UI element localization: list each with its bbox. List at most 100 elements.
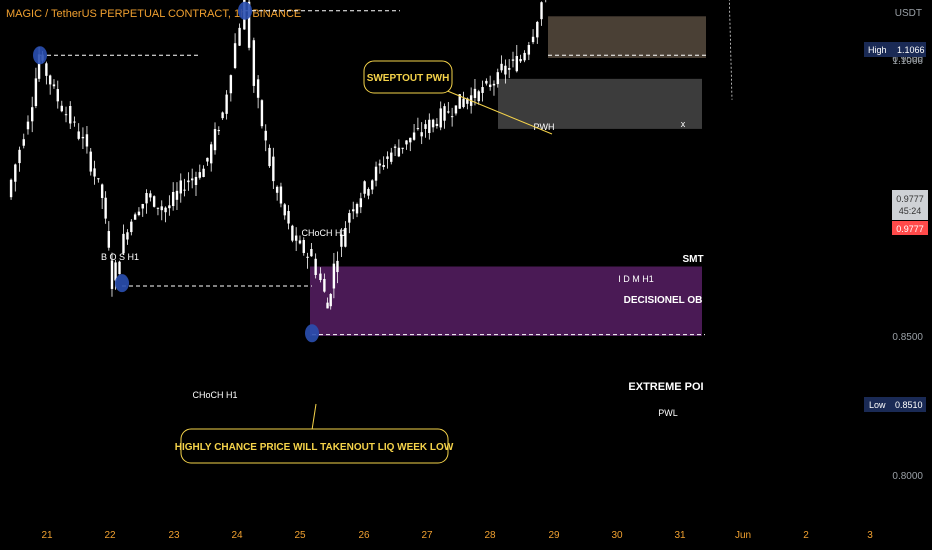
annotation-label-3: CHoCH H1 (192, 390, 237, 400)
zones-layer (310, 16, 706, 336)
candle-body-5 (26, 121, 30, 130)
candle-body-58 (229, 75, 233, 94)
levels-layer (33, 0, 733, 343)
high-badge-value: 1.1066 (897, 45, 925, 55)
candle-body-55 (217, 130, 221, 132)
candle-body-3 (18, 149, 21, 164)
candle-body-91 (359, 198, 363, 208)
candle-body-138 (540, 2, 543, 20)
candle-body-64 (256, 79, 260, 98)
candle-body-71 (283, 204, 286, 216)
candle-body-45 (179, 180, 182, 194)
high-badge-label: High (868, 45, 887, 55)
candle-body-40 (160, 206, 163, 211)
candle-body-48 (190, 178, 194, 181)
x-tick-24: 24 (231, 530, 243, 541)
candle-body-76 (302, 240, 305, 253)
liq-pointer-line (311, 403, 317, 431)
candle-body-74 (294, 235, 298, 241)
x-tick-21: 21 (41, 530, 53, 541)
candle-body-31 (126, 232, 129, 240)
low-badge-label: Low (869, 400, 886, 410)
candle-body-52 (206, 157, 209, 162)
candle-body-102 (401, 147, 404, 149)
candle-body-111 (435, 123, 439, 126)
candle-body-116 (454, 105, 458, 114)
candle-body-109 (428, 119, 431, 134)
candle-body-35 (141, 203, 144, 209)
candle-body-32 (130, 221, 133, 233)
x-tick-25: 25 (294, 530, 306, 541)
candle-body-83 (329, 294, 332, 307)
sweptout-callout-text: SWEPTOUT PWH (367, 73, 450, 84)
candles-layer (9, 0, 547, 310)
candle-body-68 (272, 156, 275, 182)
candle-body-80 (319, 273, 322, 281)
candle-body-54 (213, 129, 217, 151)
candle-body-75 (298, 240, 302, 244)
candle-body-11 (48, 75, 52, 85)
candle-body-119 (466, 98, 469, 104)
candle-body-110 (431, 119, 435, 128)
candle-body-137 (536, 21, 539, 38)
candle-body-17 (73, 121, 76, 123)
candle-body-88 (348, 213, 351, 223)
candle-body-96 (378, 163, 382, 166)
swing-point-marker-4 (305, 324, 319, 343)
candle-body-65 (260, 100, 264, 127)
sweptout-callout-box (363, 60, 453, 94)
projection-path (728, 0, 733, 100)
candle-body-122 (477, 91, 480, 102)
candle-body-37 (149, 193, 152, 198)
candle-body-53 (210, 144, 213, 164)
candle-body-46 (183, 189, 186, 191)
candle-body-103 (405, 140, 408, 145)
low-badge-value: 0.8510 (895, 400, 923, 410)
candle-body-117 (458, 94, 461, 109)
candle-body-105 (412, 132, 416, 140)
swing-point-marker-3 (115, 274, 129, 293)
last-price-red-badge (892, 221, 928, 235)
x-tick-23: 23 (168, 530, 180, 541)
x-tick-29: 29 (548, 530, 560, 541)
candle-body-113 (443, 106, 446, 121)
candle-body-2 (14, 164, 17, 182)
candle-body-94 (371, 180, 374, 190)
extreme-poi-zone (310, 266, 702, 336)
high-badge (864, 42, 926, 57)
countdown-value: 45:24 (899, 206, 922, 216)
candle-body-12 (52, 84, 56, 87)
x-tick-2: 2 (803, 530, 809, 541)
candle-body-38 (152, 196, 156, 207)
candle-body-34 (137, 211, 141, 216)
candle-body-69 (275, 186, 279, 193)
sweptout-pointer-line (444, 89, 553, 135)
candle-body-44 (175, 190, 179, 200)
candle-body-51 (202, 168, 205, 177)
candle-body-16 (69, 106, 72, 124)
candle-body-15 (64, 114, 68, 116)
candle-body-133 (519, 58, 522, 62)
candle-body-79 (314, 258, 317, 276)
candle-body-73 (291, 225, 294, 241)
candle-body-121 (473, 88, 477, 98)
candle-body-20 (85, 134, 89, 147)
candle-body-128 (500, 63, 503, 71)
candle-body-77 (306, 256, 309, 258)
candle-body-134 (523, 52, 526, 61)
candle-body-70 (279, 186, 283, 204)
last-price-badge (892, 190, 928, 220)
candle-body-13 (56, 89, 59, 102)
candle-body-84 (332, 263, 336, 289)
candle-body-43 (171, 191, 175, 207)
candle-body-30 (122, 233, 125, 254)
candle-body-93 (367, 189, 370, 196)
smt-zone (548, 16, 706, 58)
last-price-red-value: 0.9777 (896, 224, 924, 234)
candle-body-72 (287, 211, 290, 224)
annotation-label-5: x (681, 119, 686, 129)
high-axis-label: 1.1066 (892, 56, 923, 67)
candle-body-132 (515, 55, 518, 72)
